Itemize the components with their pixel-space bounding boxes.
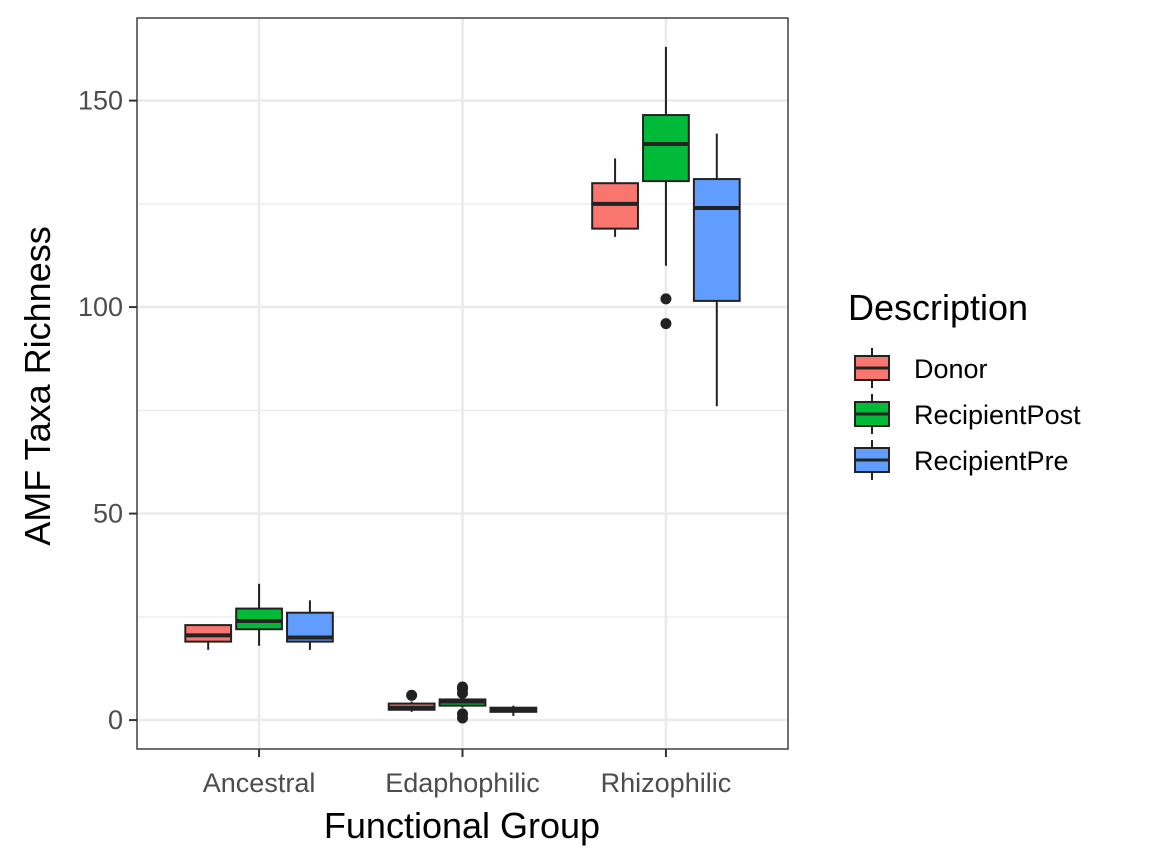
y-axis: 0 50 100 150 — [78, 86, 137, 735]
box-RecipientPost-Ancestral — [235, 583, 283, 646]
y-tick-label: 100 — [78, 292, 123, 322]
box-RecipientPre-Edaphophilic — [489, 705, 538, 716]
legend-item-RecipientPost: RecipientPost — [854, 394, 1081, 434]
legend-item-Donor: Donor — [854, 348, 988, 388]
y-tick-label: 150 — [78, 86, 123, 116]
box-iqr — [184, 624, 233, 643]
box-iqr — [235, 607, 283, 631]
legend-item-RecipientPre: RecipientPre — [854, 440, 1069, 480]
y-tick-label: 0 — [108, 705, 123, 735]
legend-label: RecipientPost — [914, 400, 1081, 430]
box-iqr — [591, 182, 639, 230]
box-RecipientPost-Rhizophilic — [642, 46, 690, 330]
outlier-point — [406, 689, 418, 701]
x-axis-title: Functional Group — [324, 805, 600, 846]
y-axis-title: AMF Taxa Richness — [17, 226, 58, 545]
legend-label: RecipientPre — [914, 446, 1069, 476]
box-RecipientPre-Ancestral — [286, 600, 334, 650]
box-Donor-Ancestral — [184, 624, 233, 650]
x-axis: Ancestral Edaphophilic Rhizophilic — [203, 749, 731, 798]
outlier-point — [660, 293, 672, 305]
legend: Description Donor RecipientPost RecipientP… — [848, 287, 1081, 480]
box-Donor-Rhizophilic — [591, 158, 639, 237]
x-tick-label: Rhizophilic — [601, 768, 732, 798]
outlier-point — [457, 681, 468, 693]
outlier-point — [457, 708, 468, 720]
box-RecipientPre-Rhizophilic — [692, 133, 741, 407]
box-Donor-Edaphophilic — [387, 689, 436, 712]
legend-title: Description — [848, 287, 1028, 328]
box-RecipientPost-Edaphophilic — [438, 681, 487, 724]
outlier-point — [660, 318, 672, 330]
x-tick-label: Ancestral — [203, 768, 316, 798]
box-iqr — [692, 178, 741, 302]
box-iqr — [642, 114, 690, 183]
boxes — [184, 46, 741, 724]
legend-label: Donor — [914, 354, 988, 384]
y-tick-label: 50 — [93, 499, 123, 529]
x-tick-label: Edaphophilic — [385, 768, 540, 798]
